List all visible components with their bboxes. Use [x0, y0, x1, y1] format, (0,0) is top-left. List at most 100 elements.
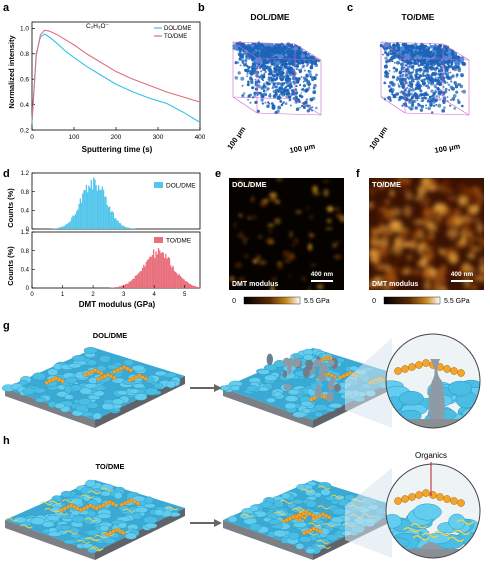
- hist-bar-dol: [100, 190, 102, 229]
- hist-bar-dol: [104, 196, 106, 229]
- hist-bar-to: [132, 279, 134, 288]
- afm-f-feature: [472, 218, 481, 224]
- x-tick-label: 5: [183, 292, 187, 298]
- afm-f-feature: [401, 178, 411, 186]
- hist-bar-to: [151, 254, 154, 288]
- panel-d-legend-dol-swatch: [154, 182, 163, 188]
- y-tick-label: 0.8: [21, 190, 30, 196]
- panel-g-left-grain: [106, 364, 120, 370]
- panel-f-caption: DMT modulus: [372, 281, 418, 288]
- panel-b-voxel: [294, 101, 298, 104]
- panel-b-voxel: [290, 92, 294, 96]
- afm-f-feature: [389, 189, 395, 197]
- panel-c-voxel: [420, 93, 424, 97]
- panel-c-voxel: [447, 54, 453, 60]
- panel-g-left-grain: [132, 383, 145, 389]
- panel-c-edge: [404, 112, 470, 116]
- hist-bar-to: [157, 248, 160, 288]
- panel-c-voxel: [415, 54, 420, 59]
- afm-f-feature: [459, 268, 470, 277]
- panel-b-voxel: [267, 82, 270, 84]
- panel-b-voxel: [276, 97, 279, 100]
- panel-c-voxel: [461, 61, 466, 66]
- panel-c-voxel: [417, 86, 422, 91]
- panel-b-voxel: [284, 78, 289, 82]
- panel-a-annotation: C₂H₃O⁻: [86, 23, 110, 30]
- panel-c-voxel: [390, 80, 394, 85]
- panel-h-left-organic: [87, 537, 101, 541]
- hist-bar-dol: [56, 228, 58, 229]
- panel-h-left-grain: [124, 532, 137, 540]
- panel-h-right-organic: [292, 508, 305, 512]
- panel-c-voxel: [410, 107, 414, 111]
- panel-h-right-grain: [249, 522, 262, 531]
- panel-b-voxel: [255, 45, 260, 50]
- panel-g-left-grain: [123, 359, 134, 367]
- afm-e-feature: [265, 237, 274, 245]
- panel-e-scale-label: 400 nm: [311, 271, 334, 278]
- panel-b-voxel: [308, 104, 311, 107]
- hist-bar-to: [194, 286, 196, 288]
- panel-e-caption: DMT modulus: [232, 281, 278, 288]
- panel-c-voxel: [437, 68, 440, 71]
- panel-b-voxel: [287, 74, 290, 77]
- afm-e-feature: [277, 261, 281, 265]
- afm-f-feature: [428, 243, 440, 253]
- zoom-chain: [450, 367, 458, 375]
- hist-bar-dol: [75, 211, 78, 229]
- afm-f-feature: [479, 239, 484, 247]
- afm-f-feature: [389, 266, 400, 274]
- panel-g-zoom-cone: [345, 338, 392, 428]
- afm-f-feature: [451, 216, 463, 227]
- panel-c-voxel: [437, 49, 441, 54]
- panel-c-voxel: [426, 99, 430, 103]
- afm-f-feature: [417, 259, 428, 268]
- panel-c-voxel: [434, 76, 437, 79]
- panel-b-voxel: [277, 105, 282, 110]
- panel-c-voxel: [421, 73, 425, 77]
- afm-f-feature: [373, 178, 379, 187]
- afm-f-feature: [480, 256, 484, 266]
- afm-f-feature: [477, 223, 483, 234]
- panel-c-voxel: [405, 53, 410, 59]
- panel-c-edge: [442, 43, 470, 61]
- panel-b-voxel: [278, 97, 281, 100]
- panel-c-voxel: [406, 86, 409, 89]
- hist-bar-dol: [79, 198, 81, 229]
- hist-bar-dol: [90, 179, 92, 229]
- panel-h-left-grain: [42, 520, 55, 528]
- panel-b-voxel: [261, 64, 265, 68]
- panel-c-voxel: [450, 80, 453, 83]
- hist-bar-to: [163, 257, 166, 288]
- panel-b-voxel: [289, 57, 294, 62]
- afm-f-feature: [436, 268, 444, 278]
- hist-bar-dol: [67, 222, 69, 229]
- hist-bar-dol: [69, 220, 72, 229]
- panel-c-voxel: [401, 74, 404, 78]
- panel-g-left-grain: [101, 402, 115, 411]
- panel-c-edge: [442, 98, 470, 116]
- afm-f-feature: [423, 249, 434, 262]
- panel-c-voxel: [392, 66, 396, 70]
- panel-h-right-grain: [298, 535, 313, 543]
- afm-e-feature: [245, 237, 249, 240]
- y-tick-label: 0.4: [20, 102, 29, 109]
- panel-b-voxel: [241, 59, 245, 62]
- panel-g-right-grain: [257, 369, 270, 375]
- panel-c-voxel: [406, 105, 408, 108]
- afm-e-feature: [326, 206, 334, 212]
- hist-bar-dol: [111, 211, 113, 229]
- panel-b-voxel: [249, 101, 252, 104]
- panel-g-left-grain: [83, 347, 98, 354]
- panel-c-voxel: [401, 104, 404, 107]
- afm-f-feature: [470, 246, 482, 252]
- panel-h-right-grain: [316, 482, 332, 489]
- afm-f-feature: [384, 270, 391, 281]
- zoom-substrate: [386, 549, 480, 558]
- hist-bar-dol: [106, 205, 108, 229]
- zoom-deposit: [420, 542, 442, 549]
- panel-g-dendrite: [313, 359, 322, 367]
- panel-b-voxel: [272, 63, 275, 66]
- panel-c-voxel: [433, 46, 438, 51]
- panel-b-voxel: [278, 71, 280, 73]
